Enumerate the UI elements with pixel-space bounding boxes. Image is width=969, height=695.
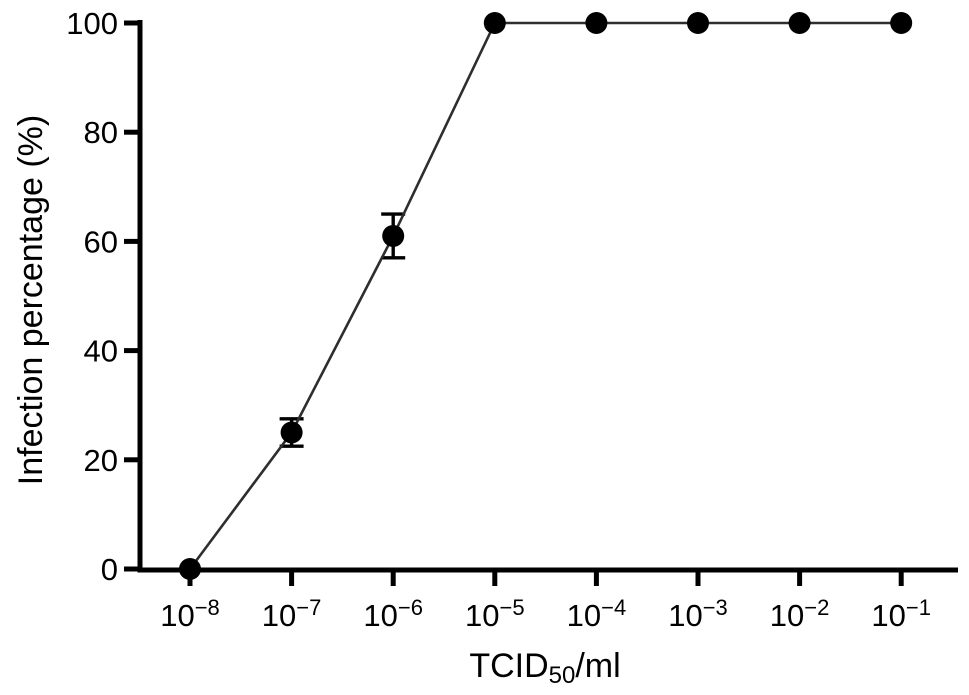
y-tick-label: 80	[84, 115, 118, 150]
data-line	[188, 21, 902, 570]
data-points-group	[179, 12, 913, 580]
y-axis-title: Infection percentage (%)	[12, 115, 50, 485]
x-tick-label: 10−7	[262, 595, 322, 633]
data-point	[280, 421, 303, 444]
data-point	[382, 224, 405, 247]
y-tick-label: 0	[101, 552, 118, 587]
data-point	[483, 12, 506, 34]
data-point	[788, 12, 811, 34]
y-tick-label: 60	[84, 224, 118, 259]
data-point	[890, 12, 913, 34]
axes-group	[137, 20, 958, 573]
data-point	[179, 558, 201, 580]
axis-titles-group: Infection percentage (%) TCID50/ml	[12, 115, 621, 689]
ticks-group	[124, 20, 904, 586]
x-tick-label: 10−5	[465, 595, 525, 633]
data-point	[687, 12, 709, 34]
x-tick-label: 10−2	[770, 595, 830, 633]
x-axis-title: TCID50/ml	[469, 647, 620, 689]
y-tick-label: 20	[84, 443, 118, 478]
x-tick-label: 10−6	[363, 595, 423, 633]
data-line-group	[188, 21, 902, 570]
x-tick-label: 10−8	[160, 595, 220, 633]
x-tick-label: 10−1	[871, 595, 931, 633]
y-tick-label: 40	[84, 334, 118, 369]
x-tick-label: 10−4	[567, 595, 627, 633]
data-point	[585, 12, 608, 34]
y-tick-label: 100	[66, 6, 118, 41]
x-tick-label: 10−3	[668, 595, 728, 633]
tick-labels-group: 0 20 40 60 80 100 10−8 10−7 10−6 10−5 10−4 10−3 10−2…	[66, 6, 931, 633]
